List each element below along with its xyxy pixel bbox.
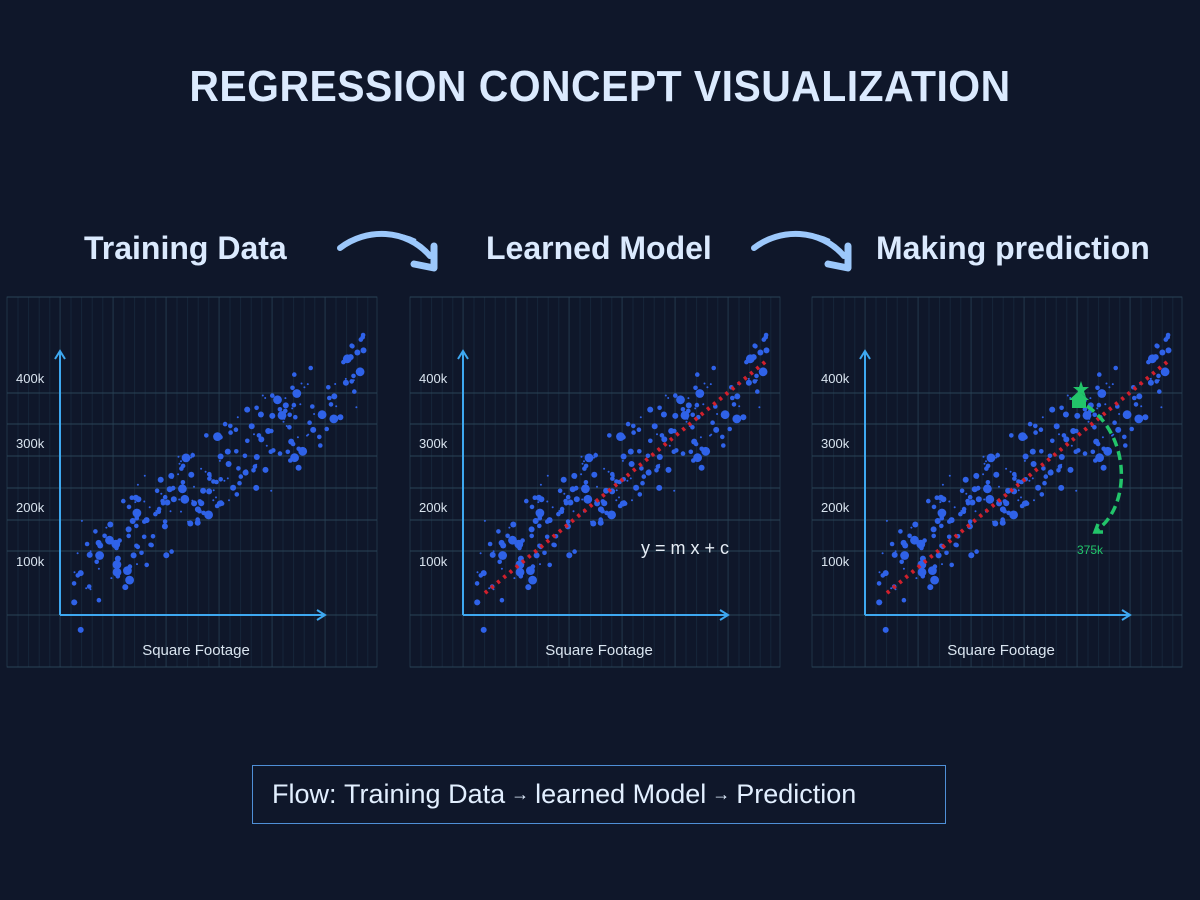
stage-label-model: Learned Model bbox=[486, 230, 712, 266]
star-icon bbox=[1073, 381, 1089, 397]
scatter-points bbox=[71, 332, 367, 633]
svg-text:400k: 400k bbox=[821, 371, 850, 386]
svg-text:400k: 400k bbox=[419, 371, 448, 386]
panel-learned-model: 400k 300k 200k 100k Square Footage y = m x + … bbox=[409, 296, 781, 668]
stage-label-training: Training Data bbox=[84, 230, 287, 266]
arrow-right-icon: → bbox=[712, 784, 731, 804]
flow-summary: Flow: Training Data → learned Model → Predic… bbox=[252, 765, 946, 824]
stage-label-prediction: Making prediction bbox=[876, 230, 1150, 266]
svg-text:200k: 200k bbox=[419, 500, 448, 515]
arrow-right-icon: → bbox=[511, 784, 530, 804]
svg-text:100k: 100k bbox=[16, 554, 45, 569]
svg-text:300k: 300k bbox=[16, 436, 45, 451]
panel-training-data: 400k 300k 200k 100k Square Footage bbox=[6, 296, 378, 668]
svg-text:200k: 200k bbox=[16, 500, 45, 515]
equation-label: y = m x + c bbox=[641, 538, 729, 558]
x-axis-label: Square Footage bbox=[142, 642, 250, 659]
flow-step-prediction: Prediction bbox=[736, 779, 857, 809]
x-axis-label: Square Footage bbox=[947, 642, 1055, 659]
prediction-arrow bbox=[1086, 404, 1124, 532]
svg-text:300k: 300k bbox=[419, 436, 448, 451]
prediction-value: 375k bbox=[1077, 543, 1104, 557]
curved-arrow-icon bbox=[751, 230, 852, 272]
scatter-points bbox=[474, 332, 770, 633]
flow-prefix: Flow: bbox=[272, 779, 337, 809]
panel-making-prediction: 400k 300k 200k 100k Square Footage 375k bbox=[811, 296, 1183, 668]
svg-text:100k: 100k bbox=[821, 554, 850, 569]
flow-step-model: learned Model bbox=[535, 779, 707, 809]
page-title: REGRESSION CONCEPT VISUALIZATION bbox=[189, 62, 1011, 111]
svg-text:400k: 400k bbox=[16, 371, 45, 386]
x-axis-label: Square Footage bbox=[545, 642, 653, 659]
house-icon bbox=[1069, 381, 1089, 408]
svg-text:200k: 200k bbox=[821, 500, 850, 515]
curved-arrow-icon bbox=[337, 230, 438, 272]
svg-text:100k: 100k bbox=[419, 554, 448, 569]
svg-text:300k: 300k bbox=[821, 436, 850, 451]
flow-step-training: Training Data bbox=[344, 779, 506, 809]
